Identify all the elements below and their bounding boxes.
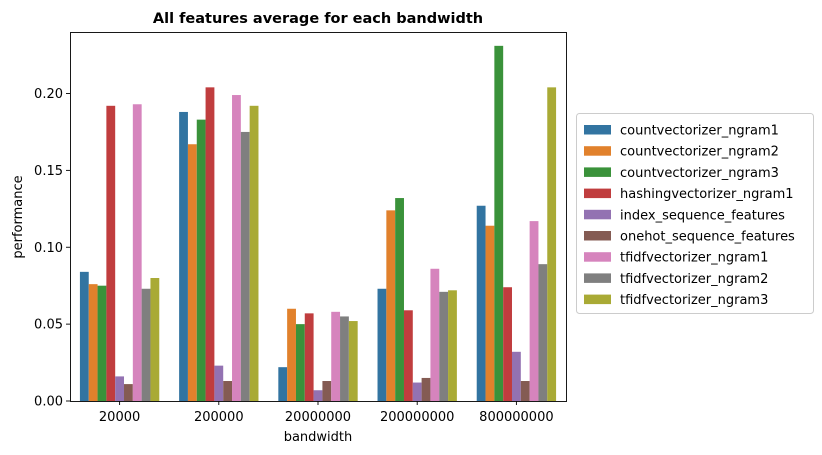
y-tick-label: 0.20 [34, 87, 63, 102]
bar-tfidfvectorizer_ngram1-800000000 [529, 221, 539, 401]
legend-label: countvectorizer_ngram1 [620, 124, 779, 139]
x-axis-label: bandwidth [284, 430, 353, 445]
x-tick-label: 200000000 [380, 410, 454, 425]
y-axis-label: performance [11, 175, 26, 258]
bar-countvectorizer_ngram2-20000 [88, 284, 98, 401]
bar-hashingvectorizer_ngram1-20000 [106, 105, 116, 402]
bar-tfidfvectorizer_ngram3-20000000 [348, 321, 358, 401]
bar-tfidfvectorizer_ngram3-200000000 [448, 290, 457, 401]
bar-hashingvectorizer_ngram1-200000000 [403, 310, 413, 401]
y-tick-label: 0.15 [34, 164, 63, 179]
bar-tfidfvectorizer_ngram1-20000000 [331, 311, 341, 401]
legend-label: tfidfvectorizer_ngram2 [620, 272, 768, 287]
bar-onehot_sequence_features-20000000 [322, 381, 332, 401]
bars-group [79, 45, 557, 402]
bar-index_sequence_features-200000 [214, 365, 224, 401]
bar-index_sequence_features-200000000 [412, 382, 422, 401]
bar-countvectorizer_ngram1-200000000 [377, 288, 387, 401]
bar-tfidfvectorizer_ngram2-200000 [240, 131, 250, 401]
legend-label: hashingvectorizer_ngram1 [620, 187, 794, 202]
chart-title: All features average for each bandwidth [153, 11, 483, 27]
bar-tfidfvectorizer_ngram1-200000 [232, 95, 241, 401]
bar-tfidfvectorizer_ngram3-200000 [249, 105, 259, 402]
bar-countvectorizer_ngram3-200000 [196, 119, 206, 401]
bar-tfidfvectorizer_ngram2-800000000 [538, 264, 548, 401]
y-tick-label: 0.00 [34, 395, 63, 410]
bar-countvectorizer_ngram1-200000 [179, 111, 188, 401]
bar-onehot_sequence_features-800000000 [520, 381, 530, 401]
legend-swatch [584, 252, 611, 262]
bar-countvectorizer_ngram1-800000000 [476, 205, 486, 401]
y-tick-label: 0.10 [34, 241, 63, 256]
bar-tfidfvectorizer_ngram3-20000 [150, 278, 160, 401]
bar-countvectorizer_ngram1-20000000 [278, 367, 288, 401]
bar-hashingvectorizer_ngram1-800000000 [503, 287, 512, 401]
legend-label: tfidfvectorizer_ngram1 [620, 251, 768, 266]
legend-swatch [584, 167, 611, 177]
bar-tfidfvectorizer_ngram1-20000 [132, 104, 142, 401]
bar-hashingvectorizer_ngram1-200000 [205, 87, 215, 401]
x-axis-ticks: 20000 200000 20000000 200000000 800000000 [99, 401, 554, 425]
bar-index_sequence_features-20000 [115, 376, 125, 401]
bar-countvectorizer_ngram3-20000000 [295, 324, 305, 402]
bar-hashingvectorizer_ngram1-20000000 [304, 313, 314, 401]
bar-index_sequence_features-20000000 [313, 390, 323, 401]
bar-onehot_sequence_features-20000 [124, 384, 133, 401]
bar-tfidfvectorizer_ngram2-20000000 [340, 316, 349, 401]
bar-tfidfvectorizer_ngram1-200000000 [430, 268, 440, 401]
x-tick-label: 20000 [99, 410, 140, 425]
legend-swatch [584, 125, 611, 135]
legend-swatch [584, 231, 611, 241]
bar-countvectorizer_ngram3-20000 [97, 285, 107, 401]
x-tick-label: 800000000 [479, 410, 553, 425]
legend-swatch [584, 188, 611, 199]
legend-swatch [584, 209, 611, 220]
bar-countvectorizer_ngram2-200000000 [386, 210, 396, 401]
bar-onehot_sequence_features-200000 [223, 381, 233, 401]
bar-tfidfvectorizer_ngram3-800000000 [547, 87, 557, 401]
bar-countvectorizer_ngram2-20000000 [287, 308, 296, 401]
bar-countvectorizer_ngram2-800000000 [485, 225, 495, 401]
bar-index_sequence_features-800000000 [511, 351, 521, 401]
x-tick-label: 20000000 [285, 410, 351, 425]
bar-countvectorizer_ngram1-20000 [79, 271, 89, 401]
legend-frame [576, 113, 814, 314]
bar-onehot_sequence_features-200000000 [421, 377, 431, 401]
y-axis-ticks: 0.00 0.05 0.10 0.15 0.20 [34, 87, 70, 410]
legend-label: index_sequence_features [620, 208, 785, 223]
legend-swatch [584, 294, 611, 305]
legend-label: countvectorizer_ngram2 [620, 145, 779, 160]
bar-countvectorizer_ngram3-800000000 [494, 45, 504, 402]
legend-label: tfidfvectorizer_ngram3 [620, 293, 768, 308]
legend-swatch [584, 146, 611, 156]
bar-tfidfvectorizer_ngram2-200000000 [439, 291, 449, 401]
bar-tfidfvectorizer_ngram2-20000 [141, 288, 151, 401]
legend-entries: countvectorizer_ngram1 countvectorizer_ng… [584, 124, 795, 308]
legend-swatch [584, 273, 611, 283]
legend-label: countvectorizer_ngram3 [620, 166, 779, 181]
plot-frame [70, 32, 567, 402]
bar-countvectorizer_ngram2-200000 [187, 144, 197, 402]
x-tick-label: 200000 [194, 410, 244, 425]
legend-label: onehot_sequence_features [620, 230, 795, 245]
y-tick-label: 0.05 [34, 318, 63, 333]
legend: countvectorizer_ngram1 countvectorizer_ng… [576, 113, 814, 314]
bar-countvectorizer_ngram3-200000000 [395, 198, 404, 401]
